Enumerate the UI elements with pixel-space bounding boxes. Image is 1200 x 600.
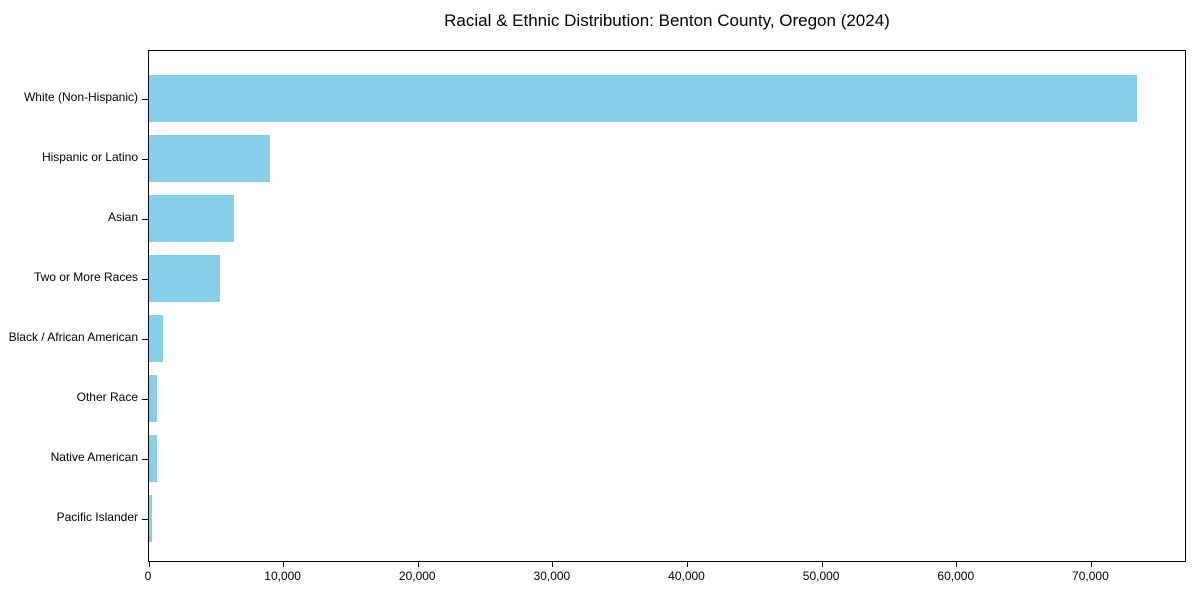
y-tick-label-black-african-american: Black / African American <box>8 330 138 344</box>
y-tick-mark <box>142 458 148 460</box>
bar-two-or-more-races <box>149 255 220 302</box>
x-tick-label-60-000: 60,000 <box>937 569 975 583</box>
x-tick-mark <box>956 561 958 567</box>
x-tick-mark <box>687 561 689 567</box>
y-tick-label-other-race: Other Race <box>76 390 138 404</box>
x-tick-mark <box>1090 561 1092 567</box>
plot-area <box>142 50 1186 567</box>
y-tick-mark <box>142 398 148 400</box>
y-tick-mark <box>142 158 148 160</box>
y-tick-mark <box>142 218 148 220</box>
x-tick-mark <box>552 561 554 567</box>
y-tick-label-hispanic-or-latino: Hispanic or Latino <box>41 150 138 164</box>
x-tick-label-50-000: 50,000 <box>802 569 840 583</box>
y-tick-mark <box>142 98 148 100</box>
y-tick-label-white-non-hispanic: White (Non-Hispanic) <box>23 90 138 104</box>
x-tick-label-70-000: 70,000 <box>1072 569 1109 583</box>
y-tick-mark <box>142 518 148 520</box>
bar-other-race <box>149 375 158 422</box>
x-tick-mark <box>148 561 150 567</box>
x-tick-label-40-000: 40,000 <box>668 569 705 583</box>
x-tick-mark <box>283 561 285 567</box>
bar-white-non-hispanic <box>149 75 1138 122</box>
x-tick-label-30-000: 30,000 <box>533 569 571 583</box>
x-tick-label-10-000: 10,000 <box>264 569 301 583</box>
bar-pacific-islander <box>149 495 152 542</box>
x-tick-label-0: 0 <box>144 569 152 583</box>
y-tick-label-two-or-more-races: Two or More Races <box>33 270 138 284</box>
y-tick-mark <box>142 338 148 340</box>
x-tick-mark <box>821 561 823 567</box>
y-tick-label-native-american: Native American <box>50 450 138 464</box>
y-tick-mark <box>142 278 148 280</box>
bar-native-american <box>149 435 157 482</box>
y-tick-label-asian: Asian <box>107 210 138 224</box>
x-tick-mark <box>417 561 419 567</box>
y-tick-label-pacific-islander: Pacific Islander <box>56 510 138 524</box>
bar-asian <box>149 195 234 242</box>
bar-hispanic-or-latino <box>149 135 271 182</box>
bar-black-african-american <box>149 315 164 362</box>
x-tick-label-20-000: 20,000 <box>398 569 436 583</box>
chart-title: Racial & Ethnic Distribution: Benton Cou… <box>444 11 890 30</box>
